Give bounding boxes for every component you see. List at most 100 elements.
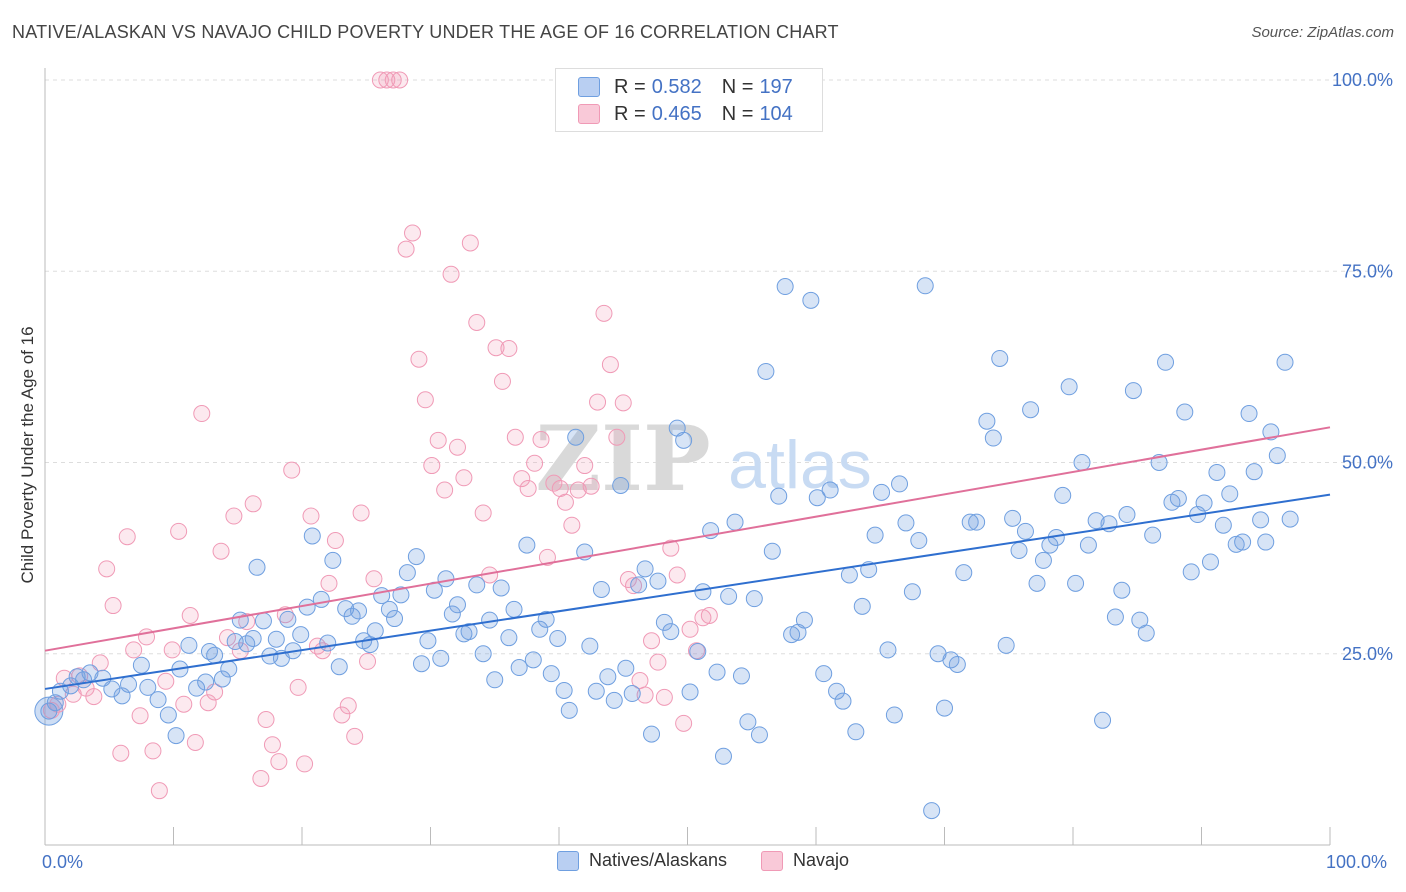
natives-point (808, 489, 826, 507)
navajo-point (429, 431, 447, 449)
natives-point (923, 802, 941, 820)
navajo-point (131, 707, 149, 725)
navajo-point (526, 454, 544, 472)
natives-point (1118, 506, 1136, 524)
navajo-point (538, 548, 556, 566)
natives-point (1182, 563, 1200, 581)
natives-point (330, 658, 348, 676)
navajo-point (346, 727, 364, 745)
natives-point (1214, 516, 1232, 534)
natives-point (630, 576, 648, 594)
natives-point (1113, 581, 1131, 599)
natives-point (510, 659, 528, 677)
legend-r-label: R = (614, 75, 646, 98)
natives-point (1137, 624, 1155, 642)
natives-point (757, 362, 775, 380)
natives-legend-swatch (556, 850, 579, 871)
navajo-point (506, 428, 524, 446)
legend-row-navajo: R = 0.465 N = 104 (578, 102, 813, 126)
navajo-point (655, 688, 673, 706)
natives-point (1276, 353, 1294, 371)
navajo-point (276, 606, 294, 624)
navajo-point (569, 481, 587, 499)
y-tick-label: 100.0% (1332, 70, 1393, 90)
navajo-point (302, 507, 320, 525)
x-tick-label-max: 100.0% (1326, 852, 1388, 872)
natives-point (1221, 485, 1239, 503)
navajo-legend-label: Navajo (793, 850, 850, 870)
natives-point (897, 514, 915, 532)
natives-point (149, 691, 167, 709)
legend-n-label: N = (721, 102, 754, 125)
navajo-point (576, 457, 594, 475)
navajo-point (410, 350, 428, 368)
natives-point (443, 605, 461, 623)
navajo-point (675, 714, 693, 732)
natives-point (103, 680, 121, 698)
natives-point (366, 622, 384, 640)
natives-point (40, 702, 58, 720)
natives-point (795, 611, 813, 629)
natives-point (1004, 509, 1022, 527)
natives-point (720, 587, 738, 605)
navajo-point (436, 481, 454, 499)
natives-point (524, 651, 542, 669)
natives-point (961, 513, 979, 531)
natives-point (840, 566, 858, 584)
navajo-point (649, 653, 667, 671)
natives-point (1281, 510, 1299, 528)
navajo-point (643, 632, 661, 650)
navajo-point (175, 695, 193, 713)
navajo-point (378, 71, 396, 89)
natives-point (879, 641, 897, 659)
natives-point (407, 548, 425, 566)
natives-point (213, 670, 231, 688)
natives-point (689, 642, 707, 660)
navajo-point (636, 686, 654, 704)
natives-point (432, 649, 450, 667)
natives-point (885, 706, 903, 724)
natives-point (319, 634, 337, 652)
navajo-point (513, 470, 531, 488)
navajo-point (257, 711, 275, 729)
natives-point (1087, 512, 1105, 530)
natives-point (312, 590, 330, 608)
navajo-point (614, 394, 632, 412)
legend-row-natives: R = 0.582 N = 197 (578, 75, 813, 99)
navajo-point (391, 71, 409, 89)
natives-point (643, 725, 661, 743)
natives-point (694, 583, 712, 601)
natives-point (518, 536, 536, 554)
natives-point (380, 600, 398, 618)
navajo-point (163, 641, 181, 659)
natives-point (612, 476, 630, 494)
natives-point (587, 682, 605, 700)
navajo-point (556, 493, 574, 511)
navajo-point (700, 607, 718, 624)
natives-point (708, 663, 726, 681)
natives-point (188, 679, 206, 697)
natives-point (866, 526, 884, 544)
natives-point (537, 610, 555, 628)
navajo-point (668, 566, 686, 584)
navajo-point (687, 642, 705, 660)
navajo-point (339, 697, 357, 715)
navajo-point (455, 469, 473, 487)
natives-point (460, 623, 478, 641)
navajo-point (289, 678, 307, 696)
natives-point (828, 682, 846, 700)
navajo-point (326, 532, 344, 550)
navajo-point (359, 652, 377, 670)
series-legend-navajo: Navajo (761, 850, 849, 871)
natives-point (681, 683, 699, 701)
navajo-point (270, 753, 288, 771)
natives-point (206, 646, 224, 664)
series-legend: Natives/Alaskans Navajo (0, 850, 1406, 871)
natives-point (936, 699, 953, 717)
legend-r-value-navajo: 0.465 (651, 102, 702, 125)
natives-point (732, 667, 750, 685)
natives-point (560, 701, 578, 719)
navajo-point (423, 457, 441, 475)
natives-point (750, 726, 768, 744)
natives-point (655, 613, 673, 631)
